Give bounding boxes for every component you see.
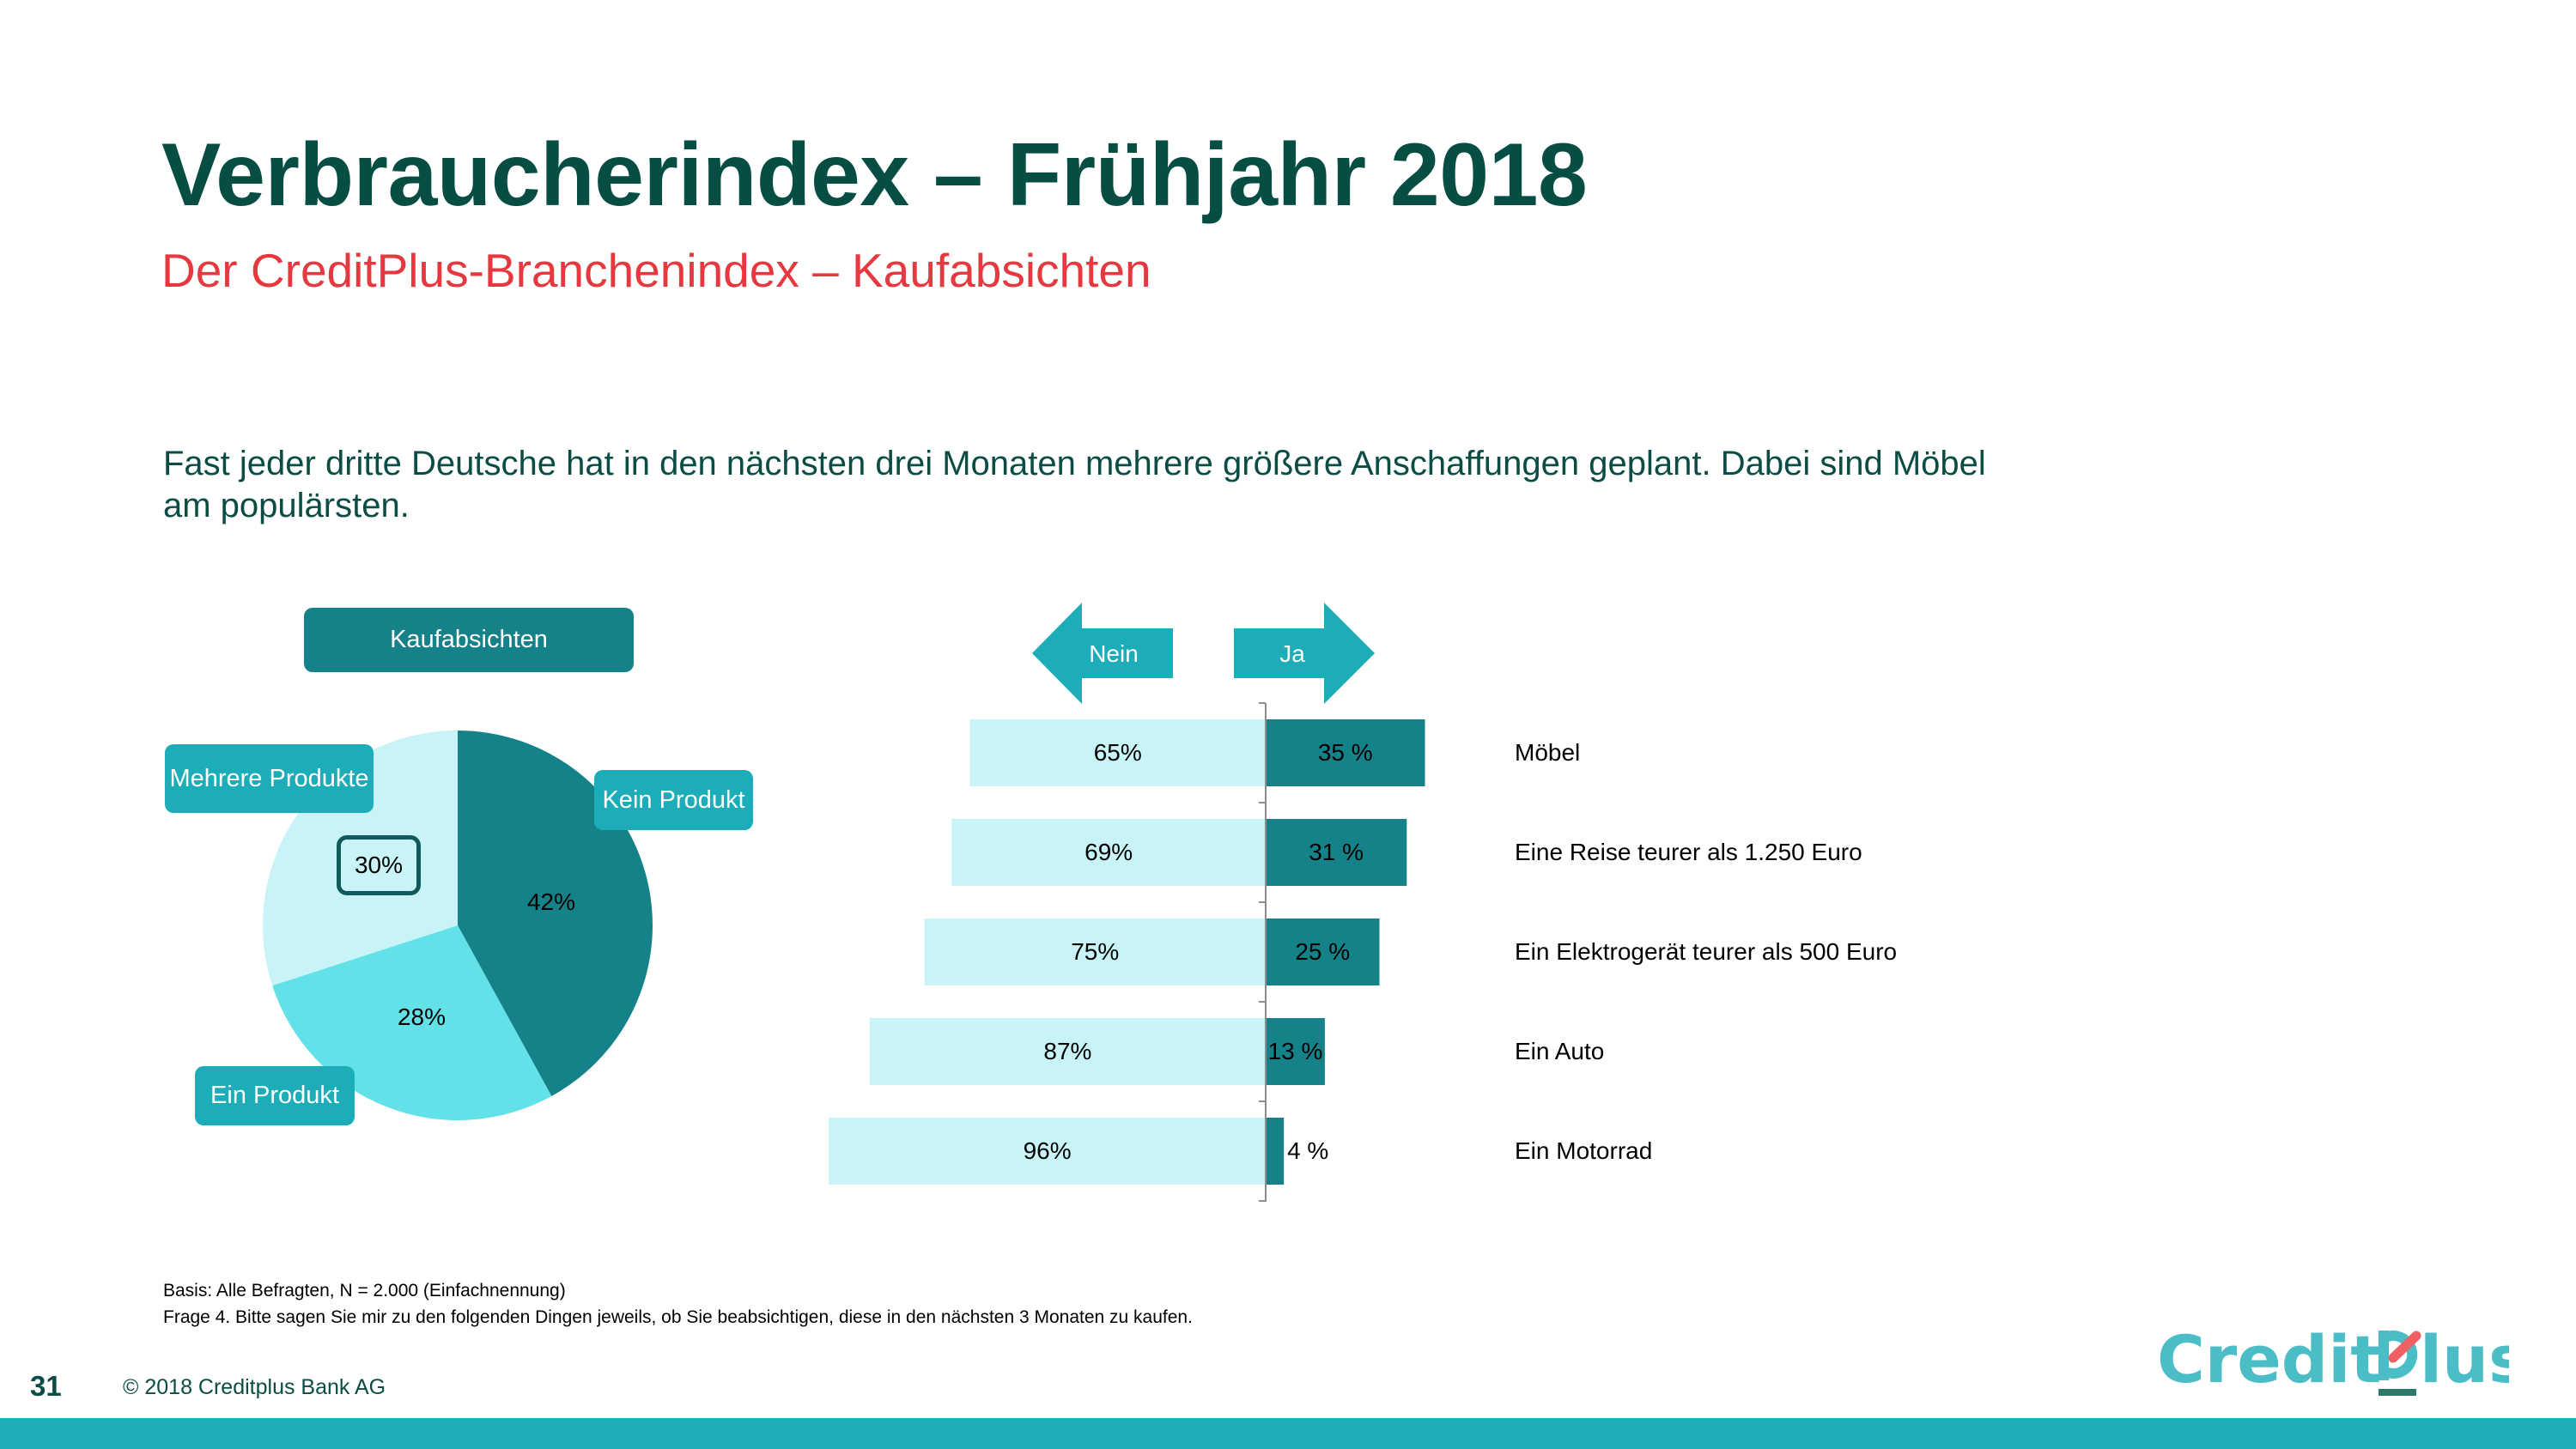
- bar-value-label-nein: 87%: [1043, 1038, 1092, 1064]
- pie-legend-mehrere-produkte: Mehrere Produkte: [165, 744, 374, 813]
- arrow-label-ja: Ja: [1279, 640, 1305, 667]
- logo-p-icon: [2379, 1331, 2421, 1396]
- bar-nein: [869, 1018, 1266, 1085]
- logo-text-credit: Credit: [2157, 1329, 2382, 1397]
- bar-value-label-ja: 31 %: [1309, 839, 1364, 865]
- pie-value-label-kein: 42%: [526, 888, 576, 915]
- bar-nein: [969, 719, 1266, 786]
- page-title: Verbraucherindex – Frühjahr 2018: [161, 125, 1588, 225]
- bar-value-label-nein: 75%: [1071, 938, 1120, 965]
- pie-chart-title: Kaufabsichten: [304, 608, 634, 672]
- bar-value-label-ja: 35 %: [1317, 739, 1373, 766]
- logo-text-lus: lus: [2420, 1329, 2509, 1397]
- pie-value-label-mehrere: 30%: [337, 835, 421, 895]
- category-label: Möbel: [1515, 739, 1581, 766]
- arrow-label-nein: Nein: [1089, 640, 1139, 667]
- bar-ja: [1266, 719, 1425, 786]
- bar-value-label-nein: 96%: [1023, 1137, 1072, 1164]
- page-subtitle: Der CreditPlus-Branchenindex – Kaufabsic…: [161, 244, 1151, 297]
- bar-nein: [829, 1118, 1266, 1185]
- footnote-basis: Basis: Alle Befragten, N = 2.000 (Einfac…: [163, 1281, 566, 1300]
- bar-ja: [1266, 1118, 1285, 1185]
- bar-nein: [924, 919, 1266, 985]
- pie-legend-kein-produkt: Kein Produkt: [594, 770, 753, 830]
- bar-ja: [1266, 1018, 1325, 1085]
- intro-text: Fast jeder dritte Deutsche hat in den nä…: [163, 445, 1986, 524]
- bar-ja: [1266, 819, 1407, 886]
- bar-value-label-ja: 25 %: [1295, 938, 1351, 965]
- category-label: Ein Auto: [1515, 1038, 1605, 1064]
- copyright: © 2018 Creditplus Bank AG: [123, 1375, 386, 1399]
- bar-value-label-ja: 4 %: [1287, 1137, 1329, 1164]
- bar-value-label-ja: 13 %: [1267, 1038, 1323, 1064]
- bar-value-label-nein: 69%: [1084, 839, 1133, 865]
- arrow-left-nein: [1032, 603, 1173, 704]
- bar-value-label-nein: 65%: [1093, 739, 1142, 766]
- category-label: Ein Elektrogerät teurer als 500 Euro: [1515, 938, 1898, 965]
- category-label: Eine Reise teurer als 1.250 Euro: [1515, 839, 1862, 865]
- arrow-right-ja: [1234, 603, 1375, 704]
- bar-ja: [1266, 919, 1380, 985]
- footnote-question: Frage 4. Bitte sagen Sie mir zu den folg…: [163, 1307, 1193, 1327]
- bar-nein: [951, 819, 1266, 886]
- category-label: Ein Motorrad: [1515, 1137, 1653, 1164]
- creditplus-logo: Credit lus: [2157, 1329, 2509, 1397]
- pie-legend-ein-produkt: Ein Produkt: [195, 1066, 355, 1125]
- page-number: 31: [30, 1370, 62, 1402]
- pie-value-label-ein: 28%: [397, 1003, 447, 1030]
- footer-bar: [0, 1418, 2576, 1449]
